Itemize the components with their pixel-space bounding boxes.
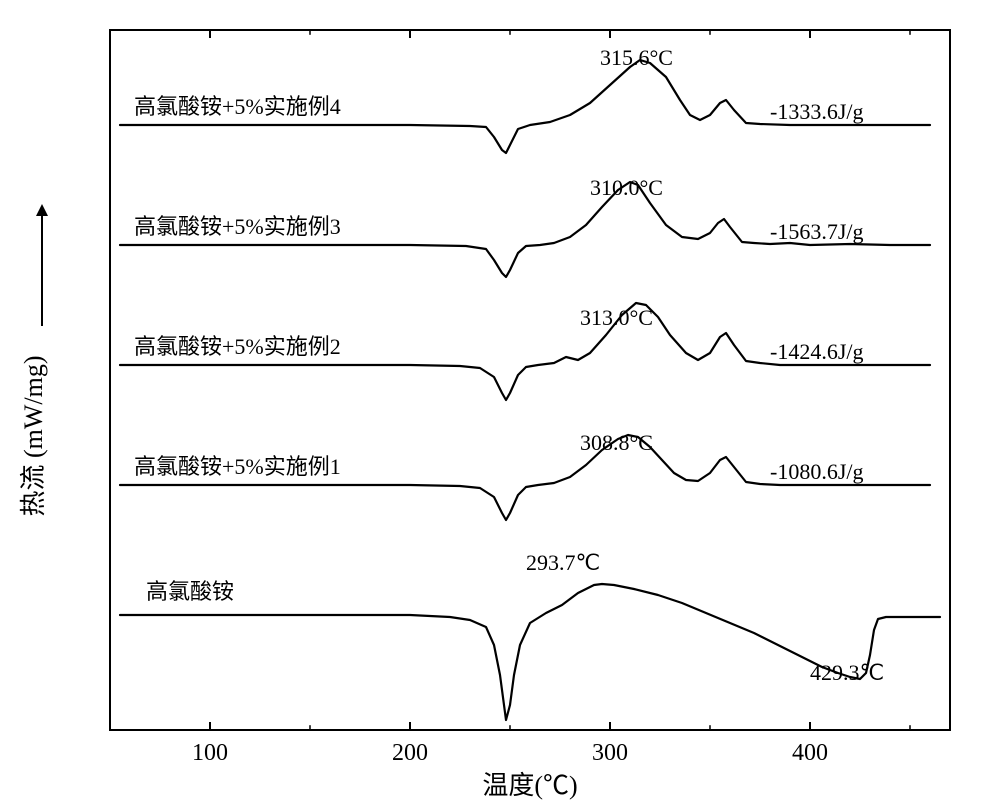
peak-temp-ap_ex4: 315.6°C (600, 45, 673, 70)
y-axis-label: 热流 (mW/mg) (19, 355, 48, 516)
energy-label-ap_ex1: -1080.6J/g (770, 459, 864, 484)
peak-temp-ap_ex1: 308.8°C (580, 430, 653, 455)
peak-temp-ap_ex3: 310.0°C (590, 175, 663, 200)
x-tick-label: 400 (792, 740, 828, 766)
plot-svg: 100 200 300 400 温度(℃) 热流 (mW/mg) 高氯酸铵+5%实施例4 31… (0, 0, 1000, 805)
series-label-ap_pure: 高氯酸铵 (146, 579, 234, 604)
energy-label-ap_ex3: -1563.7J/g (770, 219, 864, 244)
series-label-ap_ex4: 高氯酸铵+5%实施例4 (134, 94, 341, 119)
peak-temp-ap_pure: 293.7℃ (526, 550, 600, 575)
dsc-chart: 100 200 300 400 温度(℃) 热流 (mW/mg) 高氯酸铵+5%实施例4 31… (0, 0, 1000, 805)
series-label-ap_ex2: 高氯酸铵+5%实施例2 (134, 334, 341, 359)
series-label-ap_ex3: 高氯酸铵+5%实施例3 (134, 214, 341, 239)
peak-temp-ap_ex2: 313.0°C (580, 305, 653, 330)
x-tick-label: 200 (392, 740, 428, 766)
x-tick-label: 100 (192, 740, 228, 766)
final-temp-ap_pure: 429.3℃ (810, 660, 884, 685)
curve-ap_pure (120, 584, 940, 720)
series-label-ap_ex1: 高氯酸铵+5%实施例1 (134, 454, 341, 479)
energy-label-ap_ex4: -1333.6J/g (770, 99, 864, 124)
x-tick-label: 300 (592, 740, 628, 766)
energy-label-ap_ex2: -1424.6J/g (770, 339, 864, 364)
x-axis-label: 温度(℃) (482, 771, 577, 800)
